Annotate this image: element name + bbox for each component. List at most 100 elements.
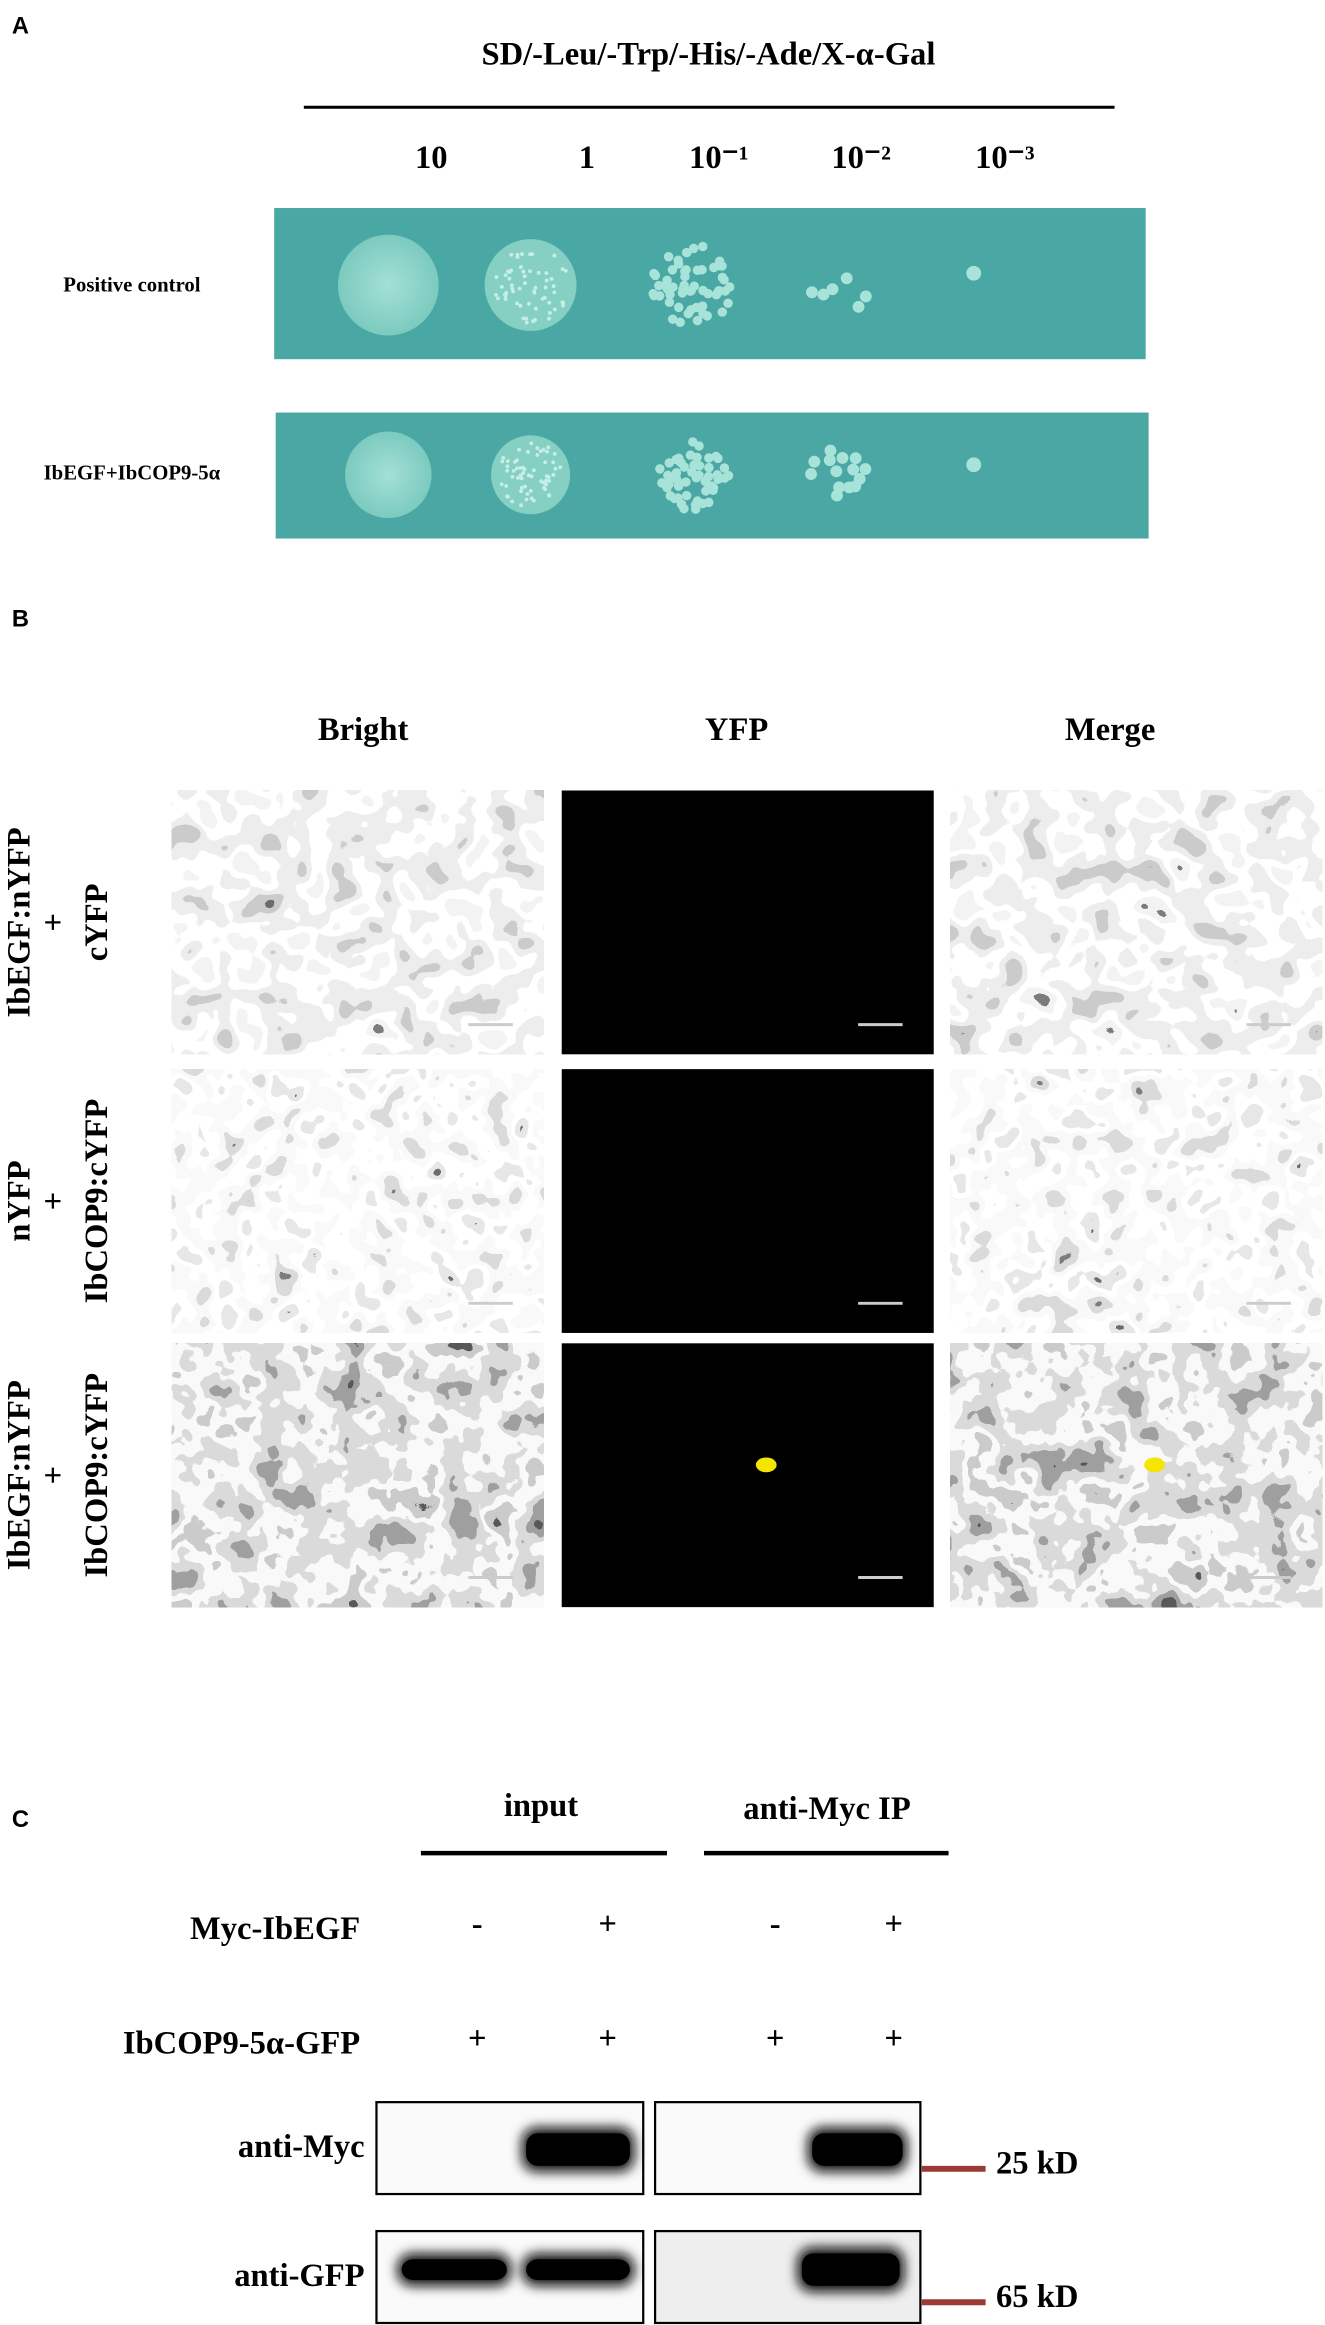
colony — [830, 465, 843, 478]
colony — [662, 482, 672, 493]
colony — [547, 300, 552, 305]
bright-field-image — [950, 1343, 1323, 1608]
sign: + — [468, 2021, 487, 2057]
colony — [544, 278, 549, 283]
colony — [515, 252, 520, 257]
colony — [665, 491, 676, 501]
colony — [847, 463, 860, 476]
fluorescence-image — [561, 1343, 934, 1608]
colony — [552, 452, 557, 456]
colony — [544, 482, 548, 487]
colony — [833, 481, 845, 494]
colony — [698, 241, 708, 252]
colony — [560, 267, 565, 272]
colony — [504, 483, 509, 488]
colony — [519, 476, 524, 481]
colony — [685, 450, 696, 460]
colony — [511, 468, 516, 473]
colony — [521, 471, 526, 475]
colony — [840, 272, 853, 285]
colony — [510, 474, 515, 479]
colony — [501, 455, 506, 460]
colony — [514, 466, 519, 471]
colony — [826, 283, 839, 296]
colony — [503, 297, 508, 301]
colony — [717, 272, 728, 283]
sign: + — [598, 1907, 617, 1943]
group-label: input — [504, 1788, 578, 1824]
colony — [688, 437, 698, 447]
fluorescence-image — [561, 1069, 934, 1333]
colony — [849, 452, 862, 465]
colony — [704, 462, 714, 473]
colony — [654, 280, 664, 291]
colony — [717, 307, 728, 317]
colony — [853, 473, 866, 485]
colony — [692, 496, 703, 506]
yfp-signal — [1144, 1457, 1165, 1473]
colony — [667, 265, 678, 275]
colony — [702, 311, 712, 321]
colony — [723, 298, 733, 308]
colony — [510, 286, 515, 291]
colony — [519, 489, 524, 494]
colony — [543, 460, 548, 465]
colony — [703, 288, 713, 299]
colony — [713, 260, 723, 271]
colony — [509, 252, 514, 257]
colony — [547, 493, 552, 498]
colony — [524, 497, 529, 502]
colony — [681, 490, 692, 501]
colony — [520, 252, 524, 257]
sign: - — [472, 1907, 483, 1943]
colony — [552, 290, 557, 295]
colony — [824, 444, 837, 457]
colony — [529, 474, 534, 479]
colony — [523, 484, 527, 489]
colony — [535, 446, 540, 451]
colony — [532, 289, 537, 294]
colony — [688, 243, 699, 254]
colony — [694, 470, 704, 481]
row-label: IbEGF+IbCOP9-5α — [44, 463, 221, 485]
colony — [703, 471, 714, 482]
colony — [685, 286, 696, 296]
row-label: Positive control — [63, 274, 200, 296]
colony — [523, 281, 527, 286]
sign: + — [598, 2021, 617, 2057]
colony — [823, 454, 836, 467]
colony — [687, 467, 697, 477]
colony — [538, 449, 543, 454]
column-header: YFP — [705, 712, 768, 748]
colony — [674, 453, 684, 464]
colony — [667, 314, 678, 324]
colony — [817, 288, 830, 301]
sign: + — [884, 1907, 903, 1943]
colony — [686, 305, 696, 315]
antibody-label: anti-Myc — [238, 2129, 365, 2165]
colony — [713, 453, 723, 464]
colony — [692, 315, 703, 326]
colony — [505, 459, 510, 464]
condition-label: IbCOP9-5α-GFP — [123, 2025, 360, 2061]
colony — [521, 269, 526, 274]
colony — [668, 282, 678, 292]
colony — [544, 271, 549, 275]
colony — [499, 284, 504, 289]
colony — [966, 265, 982, 281]
colony — [664, 297, 675, 307]
colony — [966, 457, 982, 473]
sign: - — [770, 1907, 781, 1943]
sign: + — [766, 2021, 785, 2057]
colony — [518, 303, 523, 308]
colony — [549, 276, 554, 281]
colony — [515, 458, 519, 463]
colony — [540, 296, 545, 301]
colony — [522, 467, 527, 472]
colony — [528, 489, 533, 493]
colony — [544, 474, 549, 479]
colony — [859, 463, 872, 475]
row-label: IbEGF:nYFP — [2, 1380, 38, 1570]
colony — [558, 465, 563, 470]
